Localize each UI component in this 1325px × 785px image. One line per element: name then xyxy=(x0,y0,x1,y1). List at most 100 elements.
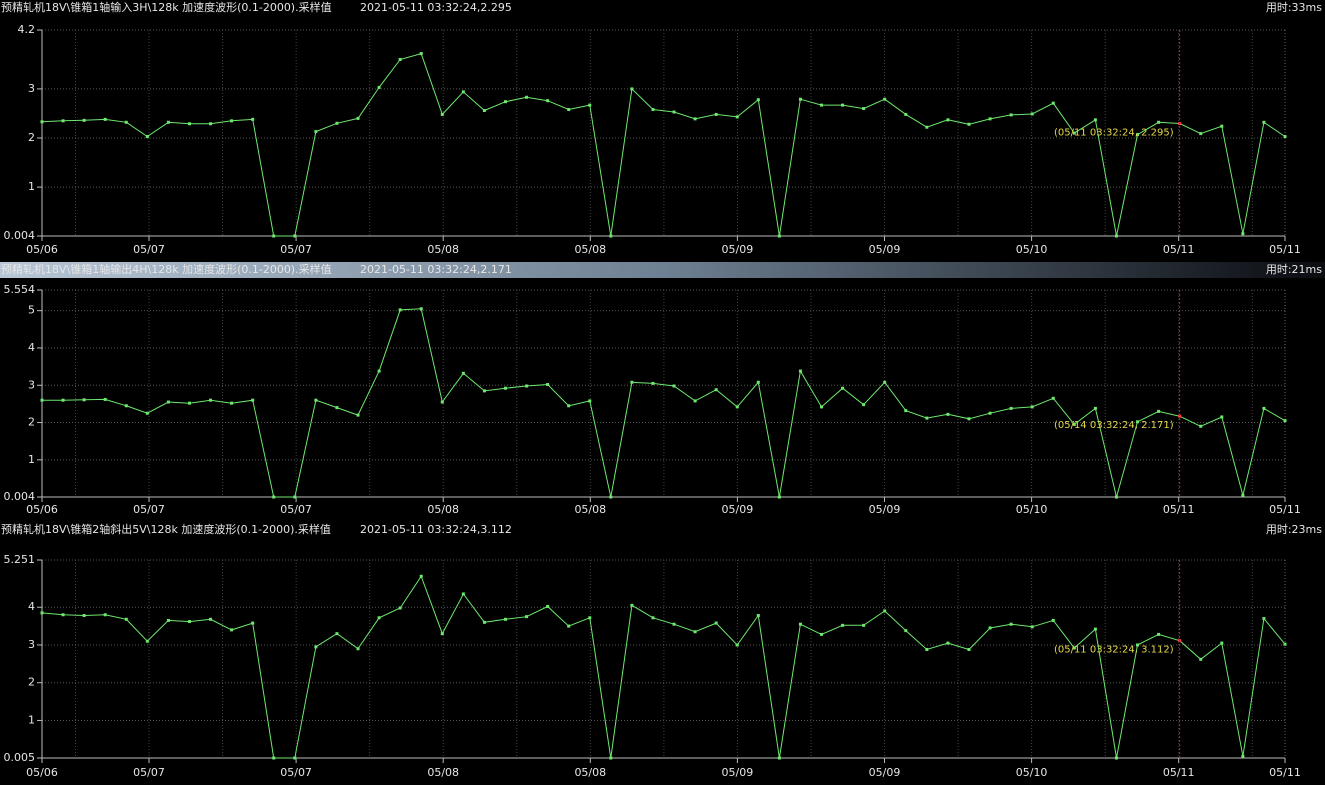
data-point xyxy=(1030,405,1034,409)
data-point xyxy=(145,411,149,415)
y-tick-label: 0.004 xyxy=(4,490,36,503)
x-tick-label: 05/06 xyxy=(26,243,58,256)
data-point xyxy=(567,108,571,112)
y-tick-label: 2 xyxy=(28,131,35,144)
data-point xyxy=(461,90,465,94)
data-point xyxy=(967,647,971,651)
x-tick-label: 05/09 xyxy=(722,243,754,256)
x-tick-label: 05/09 xyxy=(869,766,901,779)
x-tick-label: 05/08 xyxy=(427,503,459,516)
data-point xyxy=(693,399,697,403)
data-point xyxy=(440,400,444,404)
data-point xyxy=(103,397,107,401)
data-point xyxy=(356,413,360,417)
x-tick-label: 05/08 xyxy=(427,243,459,256)
data-point xyxy=(672,110,676,114)
data-point xyxy=(230,401,234,405)
data-point xyxy=(1157,632,1161,636)
data-point xyxy=(1220,415,1224,419)
data-point xyxy=(1114,756,1118,760)
data-point xyxy=(862,623,866,627)
x-tick-label: 05/10 xyxy=(1016,243,1048,256)
data-point xyxy=(946,641,950,645)
data-point xyxy=(693,117,697,121)
data-point xyxy=(1009,113,1013,117)
data-point xyxy=(482,389,486,393)
data-point xyxy=(272,756,276,760)
panel-title: 预精轧机18V\锥箱1轴输出4H\128k 加速度波形(0.1-2000).采样… xyxy=(1,262,332,276)
data-point xyxy=(293,495,297,499)
data-point xyxy=(440,632,444,636)
data-point xyxy=(461,371,465,375)
y-tick-label: 0.004 xyxy=(4,229,36,242)
data-point xyxy=(398,57,402,61)
y-tick-label: 2 xyxy=(28,676,35,689)
data-point xyxy=(482,109,486,113)
data-point xyxy=(1199,424,1203,428)
data-point xyxy=(61,119,65,123)
data-point xyxy=(756,614,760,618)
data-point xyxy=(1241,493,1245,497)
data-point xyxy=(124,404,128,408)
data-point xyxy=(1283,419,1287,423)
data-point xyxy=(461,592,465,596)
panel-title: 预精轧机18V\锥箱2轴斜出5V\128k 加速度波形(0.1-2000).采样… xyxy=(1,522,331,536)
data-point xyxy=(609,756,613,760)
data-point xyxy=(293,756,297,760)
data-point xyxy=(841,386,845,390)
x-tick-label: 05/09 xyxy=(869,243,901,256)
data-point xyxy=(1009,622,1013,626)
data-point xyxy=(798,369,802,373)
data-point xyxy=(1157,409,1161,413)
data-point xyxy=(124,120,128,124)
data-point xyxy=(1114,495,1118,499)
selected-header xyxy=(0,262,1325,278)
data-point xyxy=(1178,414,1182,418)
panel-value: 2021-05-11 03:32:24,2.171 xyxy=(360,263,512,276)
data-point xyxy=(209,398,213,402)
data-point xyxy=(145,135,149,139)
data-point xyxy=(335,406,339,410)
data-point xyxy=(1220,124,1224,128)
cursor-annotation: (05/11 03:32:24, 2.295) xyxy=(1054,128,1174,139)
data-point xyxy=(419,52,423,56)
data-point xyxy=(1262,406,1266,410)
data-point xyxy=(525,384,529,388)
x-tick-label: 05/11 xyxy=(1163,766,1195,779)
data-point xyxy=(1241,232,1245,236)
data-point xyxy=(1136,643,1140,647)
data-point xyxy=(630,87,634,91)
x-tick-label: 05/11 xyxy=(1163,243,1195,256)
data-point xyxy=(1220,641,1224,645)
y-tick-label: 0.005 xyxy=(4,751,36,764)
data-point xyxy=(841,103,845,107)
data-point xyxy=(672,384,676,388)
x-tick-label: 05/06 xyxy=(26,503,58,516)
data-point xyxy=(377,616,381,620)
data-point xyxy=(377,85,381,89)
y-tick-label: 1 xyxy=(28,453,35,466)
data-point xyxy=(946,412,950,416)
cursor-annotation: (05/11 03:32:24, 3.112) xyxy=(1054,645,1174,656)
x-tick-label: 05/07 xyxy=(133,243,165,256)
data-point xyxy=(482,620,486,624)
data-point xyxy=(1051,101,1055,105)
data-point xyxy=(40,120,44,124)
data-point xyxy=(103,613,107,617)
panel-timing: 用时:21ms xyxy=(1266,263,1322,276)
data-point xyxy=(293,234,297,238)
data-point xyxy=(883,609,887,613)
data-point xyxy=(841,623,845,627)
data-line xyxy=(42,308,1286,499)
data-point xyxy=(1262,120,1266,124)
data-point xyxy=(609,234,613,238)
data-point xyxy=(714,112,718,116)
x-tick-label: 05/11 xyxy=(1163,503,1195,516)
data-line xyxy=(41,575,1286,759)
x-tick-label: 05/07 xyxy=(133,766,165,779)
data-point xyxy=(904,629,908,633)
data-point xyxy=(651,381,655,385)
data-point xyxy=(61,613,65,617)
y-tick-label: 5 xyxy=(28,304,35,317)
